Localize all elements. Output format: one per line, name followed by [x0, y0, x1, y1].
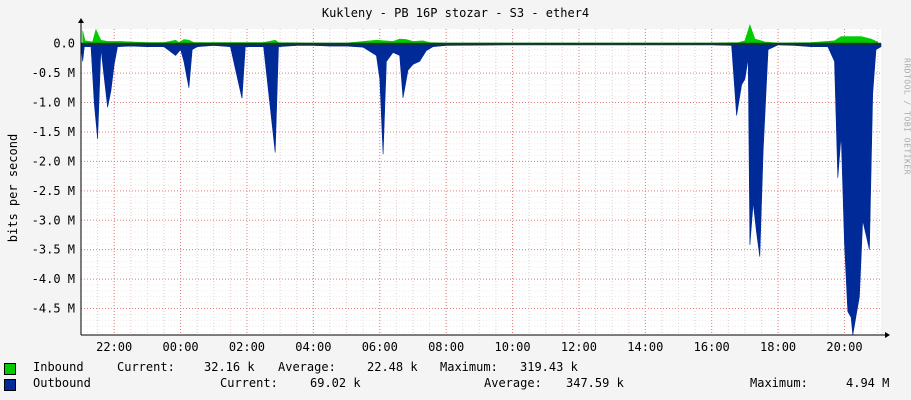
- x-tick-label: 02:00: [229, 340, 265, 354]
- plot-background: [81, 29, 881, 335]
- y-tick-label: -2.5 M: [32, 184, 75, 198]
- y-axis-arrow: [78, 18, 84, 23]
- chart-title: Kukleny - PB 16P stozar - S3 - ether4: [321, 6, 590, 20]
- x-tick-label: 10:00: [494, 340, 530, 354]
- legend-inbound-current-label: Current:: [117, 360, 175, 374]
- x-tick-label: 12:00: [561, 340, 597, 354]
- legend-inbound-average-label: Average:: [278, 360, 336, 374]
- y-tick-label: -4.5 M: [32, 302, 75, 316]
- y-tick-label: -1.0 M: [32, 96, 75, 110]
- y-tick-label: -3.0 M: [32, 213, 75, 227]
- legend-outbound-average: 347.59 k: [566, 376, 624, 390]
- legend-swatch-outbound: [4, 379, 16, 391]
- x-tick-label: 14:00: [627, 340, 663, 354]
- x-tick-label: 04:00: [295, 340, 331, 354]
- legend-inbound-maximum: 319.43 k: [520, 360, 578, 374]
- x-axis-arrow: [885, 332, 890, 338]
- tick-labels: 22:00 00:00 02:00 04:00 06:00 08:00 10:00 12:00…: [32, 37, 863, 354]
- x-tick-label: 16:00: [694, 340, 730, 354]
- x-tick-label: 20:00: [826, 340, 862, 354]
- x-tick-label: 00:00: [163, 340, 199, 354]
- y-tick-label: -2.0 M: [32, 154, 75, 168]
- y-axis-label: bits per second: [6, 133, 20, 243]
- legend-outbound-current-label: Current:: [220, 376, 278, 390]
- legend-outbound-maximum: 4.94 M: [846, 376, 890, 390]
- y-tick-label: 0.0: [53, 37, 75, 51]
- series-area-outbound: [80, 43, 882, 336]
- grid: [80, 29, 881, 335]
- x-tick-label: 06:00: [362, 340, 398, 354]
- axes: [78, 18, 890, 338]
- legend-outbound-name: Outbound: [33, 376, 91, 390]
- y-tick-label: -1.5 M: [32, 125, 75, 139]
- y-tick-label: -3.5 M: [32, 243, 75, 257]
- legend-outbound-maximum-label: Maximum:: [750, 376, 808, 390]
- x-tick-label: 18:00: [760, 340, 796, 354]
- legend-inbound-name: Inbound: [33, 360, 84, 374]
- legend-inbound-average: 22.48 k: [367, 360, 418, 374]
- legend-inbound-maximum-label: Maximum:: [440, 360, 498, 374]
- x-tick-label: 22:00: [96, 340, 132, 354]
- legend-outbound-average-label: Average:: [484, 376, 542, 390]
- vendor-watermark: RRDTOOL / TOBI OETIKER: [902, 58, 911, 175]
- y-tick-label: -0.5 M: [32, 66, 75, 80]
- legend-outbound-current: 69.02 k: [310, 376, 361, 390]
- legend-swatch-inbound: [4, 363, 16, 375]
- legend-inbound-current: 32.16 k: [204, 360, 255, 374]
- y-tick-label: -4.0 M: [32, 272, 75, 286]
- x-tick-label: 08:00: [428, 340, 464, 354]
